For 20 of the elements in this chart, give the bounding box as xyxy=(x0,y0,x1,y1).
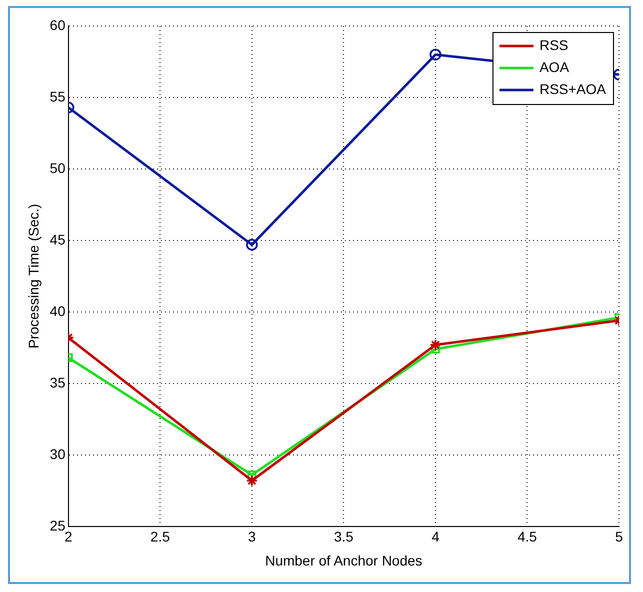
x-tick-label: 5 xyxy=(615,528,624,545)
y-tick-label: 55 xyxy=(50,88,66,104)
x-axis-title: Number of Anchor Nodes xyxy=(265,552,422,568)
y-tick-label: 30 xyxy=(50,446,66,462)
y-tick-label: 45 xyxy=(50,231,66,248)
y-axis-title: Processing Time (Sec.) xyxy=(25,204,42,349)
y-tick-label: 40 xyxy=(50,302,66,319)
y-tick-label: 25 xyxy=(50,517,66,534)
y-tick-label: 60 xyxy=(50,16,66,33)
x-tick-label: 2.5 xyxy=(150,528,170,545)
x-tick-label: 3.5 xyxy=(334,528,354,545)
y-tick-label: 35 xyxy=(50,374,66,390)
x-tick-label: 3 xyxy=(248,528,256,545)
x-tick-label: 4.5 xyxy=(517,528,538,545)
x-tick-label: 4 xyxy=(432,528,440,545)
legend-label: RSS xyxy=(539,36,568,53)
y-tick-label: 50 xyxy=(50,160,66,176)
x-tick-label: 2 xyxy=(64,528,72,545)
legend-label: AOA xyxy=(539,58,570,75)
legend-label: RSS+AOA xyxy=(539,80,607,97)
